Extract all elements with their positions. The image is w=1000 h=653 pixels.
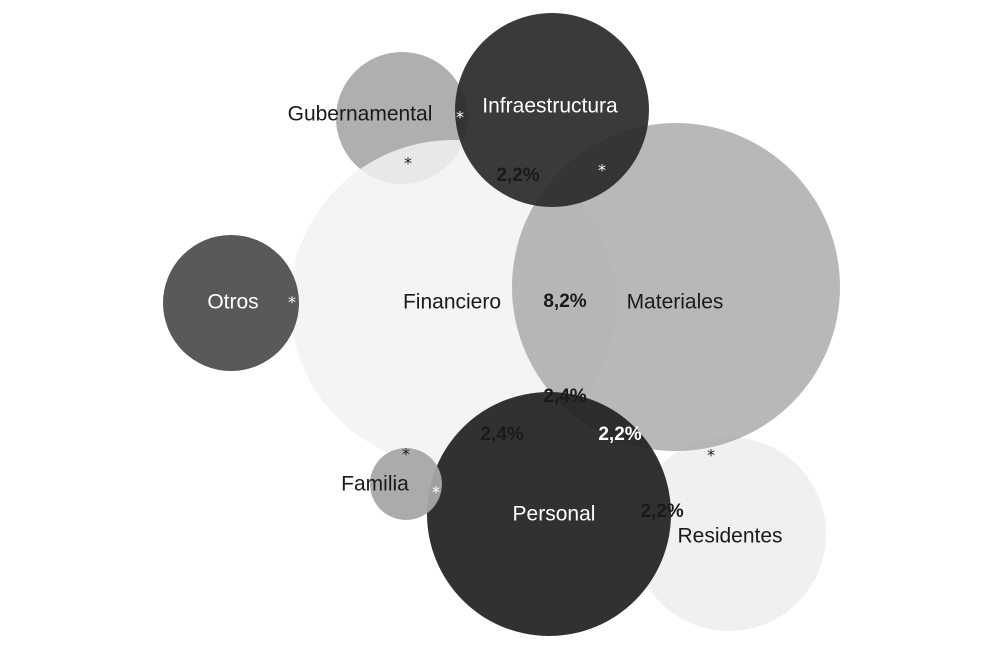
set-labels: Financiero Materiales Infraestructura Gu… xyxy=(207,95,782,548)
circle-infraestructura xyxy=(455,13,649,207)
overlap-gubernamental-infraestructura: * xyxy=(456,108,464,127)
circle-materiales xyxy=(512,123,840,451)
circle-otros xyxy=(163,235,299,371)
overlap-financiero-materiales: 8,2% xyxy=(543,291,586,312)
overlap-materiales-personal: 2,2% xyxy=(598,424,641,445)
label-familia: Familia xyxy=(341,473,409,496)
overlap-labels: 8,2% 2,2% 2,4% 2,4% 2,2% 2,2% * * * * * … xyxy=(288,108,715,523)
overlap-personal-residentes: 2,2% xyxy=(640,501,683,522)
overlap-gubernamental-financiero: * xyxy=(404,154,412,173)
circle-personal xyxy=(427,392,671,636)
overlap-infraestructura-materiales: * xyxy=(598,161,606,180)
overlap-financiero-infraestructura: 2,2% xyxy=(496,165,539,186)
overlap-financiero-materiales-personal: 2,4% xyxy=(543,386,586,407)
set-circles xyxy=(163,13,840,636)
overlap-familia-financiero: * xyxy=(402,445,410,464)
label-financiero: Financiero xyxy=(403,291,501,314)
overlap-materiales-residentes: * xyxy=(707,446,715,465)
label-personal: Personal xyxy=(513,503,596,526)
label-infraestructura: Infraestructura xyxy=(482,95,618,118)
circle-familia xyxy=(370,448,442,520)
label-otros: Otros xyxy=(207,291,258,314)
label-gubernamental: Gubernamental xyxy=(288,103,433,126)
label-materiales: Materiales xyxy=(627,291,724,314)
label-residentes: Residentes xyxy=(677,525,782,548)
overlap-otros-financiero: * xyxy=(288,293,296,312)
overlap-familia-personal: * xyxy=(432,483,440,502)
overlap-financiero-personal: 2,4% xyxy=(480,424,523,445)
circle-residentes xyxy=(632,437,826,631)
